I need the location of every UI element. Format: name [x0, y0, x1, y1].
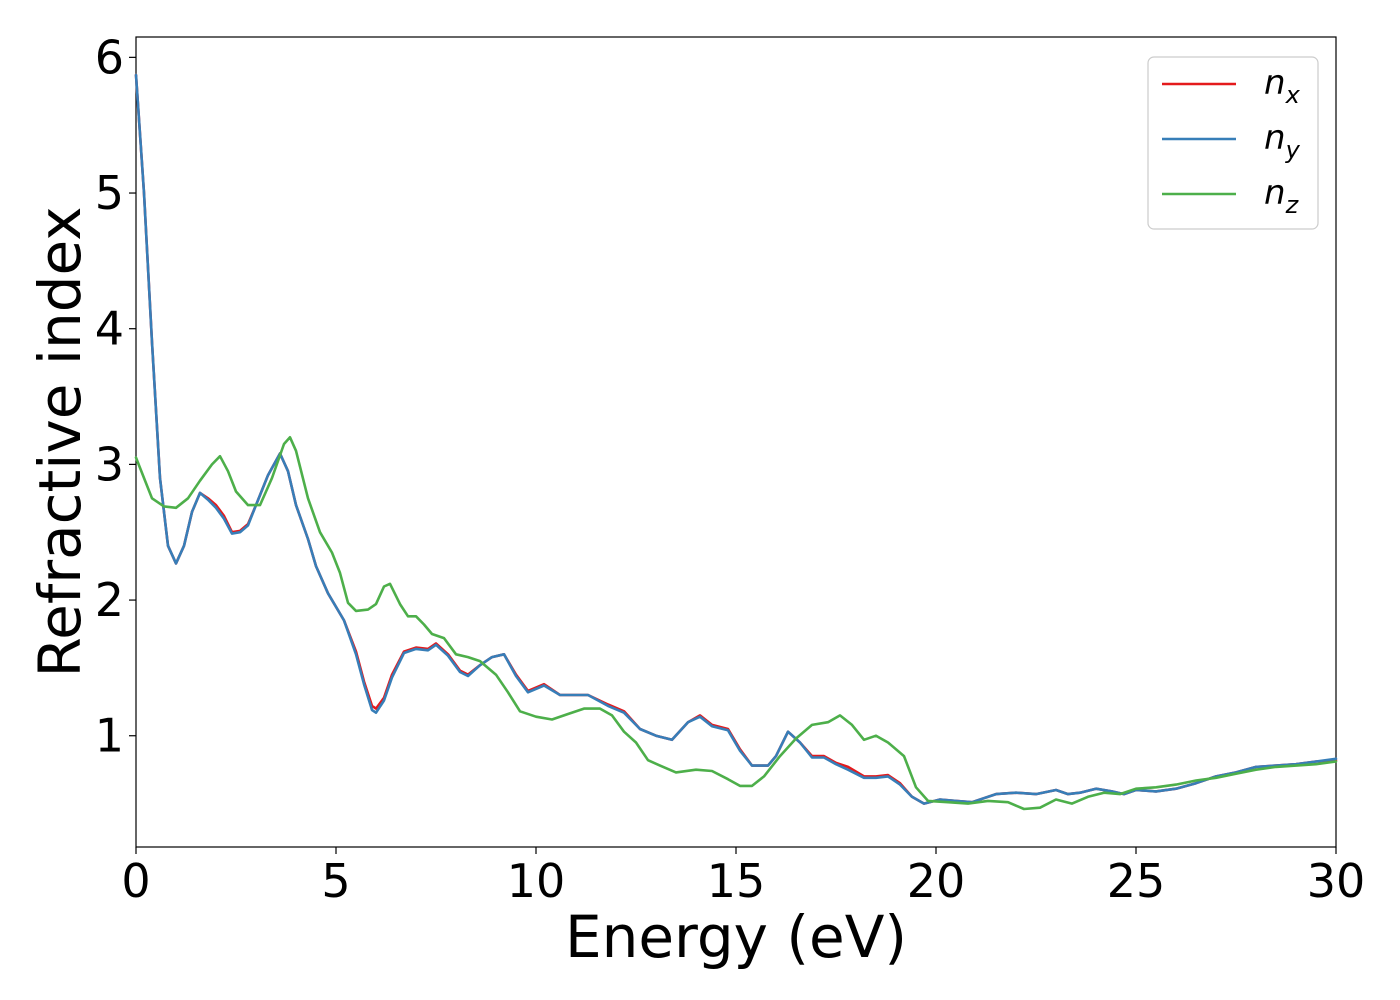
legend: nx ny nz [1147, 56, 1319, 230]
series-line-ny [134, 73, 1338, 805]
x-axis-label: Energy (eV) [565, 903, 907, 971]
y-tick-label: 3 [95, 437, 124, 491]
legend-label-ny: ny [1264, 118, 1301, 164]
y-tick-label: 6 [95, 30, 124, 84]
y-axis-ticks: 1 2 3 4 5 6 [95, 30, 136, 763]
y-axis-label: Refractive index [26, 206, 94, 677]
x-tick-label: 5 [321, 854, 350, 908]
plot-frame [135, 36, 1337, 848]
x-tick-label: 10 [507, 854, 566, 908]
x-tick-label: 20 [907, 854, 966, 908]
series-layer [134, 73, 1338, 811]
x-axis-ticks: 0 5 10 15 20 25 30 [121, 847, 1365, 908]
legend-label-nx: nx [1264, 63, 1301, 109]
series-line-nz [134, 436, 1338, 811]
x-tick-label: 30 [1307, 854, 1366, 908]
x-tick-label: 0 [121, 854, 150, 908]
x-tick-label: 15 [707, 854, 766, 908]
y-tick-label: 5 [95, 166, 124, 220]
y-tick-label: 2 [95, 573, 124, 627]
y-tick-label: 1 [95, 709, 124, 763]
legend-label-nz: nz [1264, 173, 1300, 219]
y-tick-label: 4 [95, 302, 124, 356]
legend-box [1147, 56, 1319, 230]
x-tick-label: 25 [1107, 854, 1166, 908]
